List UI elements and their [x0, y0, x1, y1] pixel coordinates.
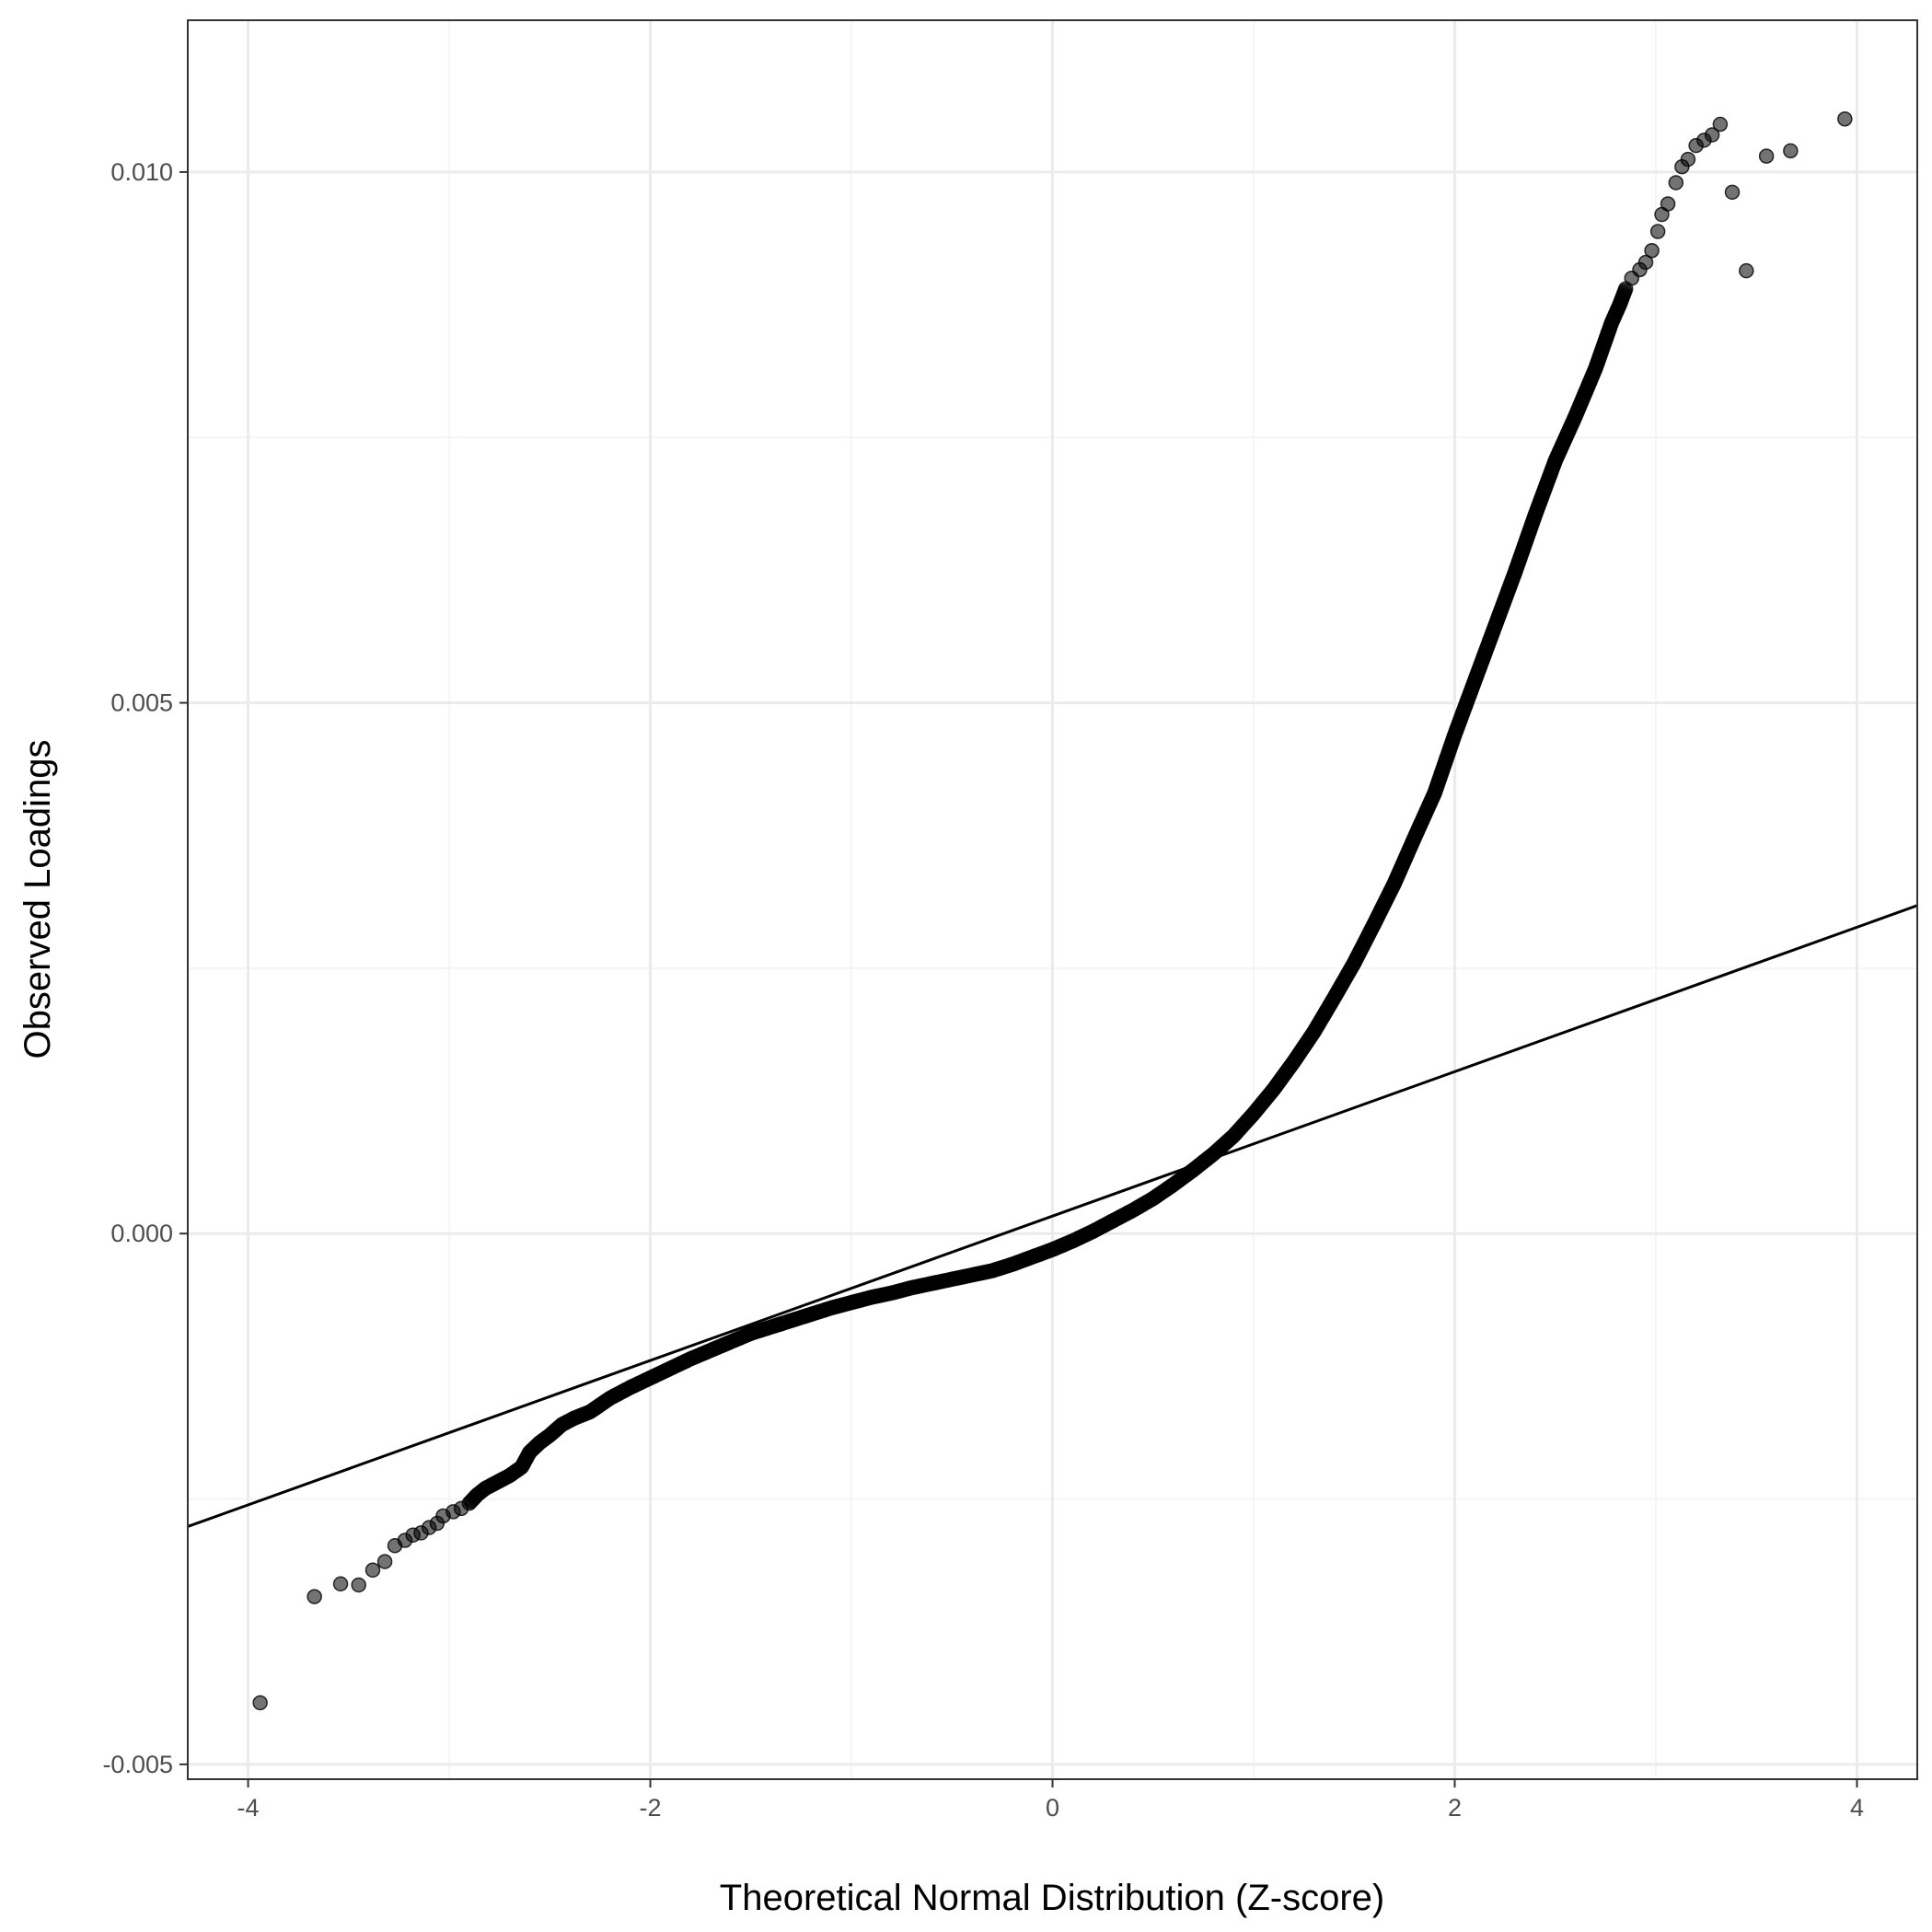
y-axis: -0.005 0.000 0.005 0.010 — [102, 158, 188, 1778]
data-point — [351, 1577, 366, 1593]
x-tick-label: 4 — [1850, 1794, 1864, 1822]
x-tick-label: -2 — [640, 1794, 662, 1822]
data-point — [307, 1589, 322, 1604]
major-gridlines — [188, 20, 1917, 1779]
x-axis: -4 -2 0 2 4 — [237, 1779, 1864, 1822]
data-point — [1783, 143, 1799, 159]
reference-line — [188, 904, 1917, 1528]
x-tick-label: -4 — [237, 1794, 260, 1822]
data-point — [1637, 254, 1654, 271]
data-point — [332, 1576, 349, 1592]
data-point — [1758, 148, 1775, 164]
data-point — [1660, 196, 1676, 212]
data-point — [1649, 224, 1666, 239]
x-tick-label: 2 — [1448, 1794, 1462, 1822]
y-tick-label: 0.010 — [110, 158, 173, 186]
y-tick-label: -0.005 — [102, 1751, 173, 1778]
data-point — [1668, 175, 1684, 191]
data-point — [1644, 243, 1660, 259]
y-tick-label: 0.005 — [110, 689, 173, 717]
data-point — [1680, 151, 1696, 168]
y-axis-title: Observed Loadings — [17, 740, 58, 1059]
data-point — [376, 1554, 393, 1569]
y-tick-label: 0.000 — [110, 1220, 173, 1247]
data-point — [1837, 111, 1853, 127]
data-point — [1712, 116, 1729, 133]
data-point — [364, 1562, 381, 1579]
data-point — [252, 1695, 268, 1711]
data-point — [1739, 262, 1754, 279]
data-point — [1724, 184, 1741, 201]
data-point — [1704, 127, 1720, 143]
data-points — [252, 111, 1853, 1711]
x-tick-label: 0 — [1046, 1794, 1059, 1822]
x-axis-title: Theoretical Normal Distribution (Z-score… — [720, 1878, 1384, 1918]
